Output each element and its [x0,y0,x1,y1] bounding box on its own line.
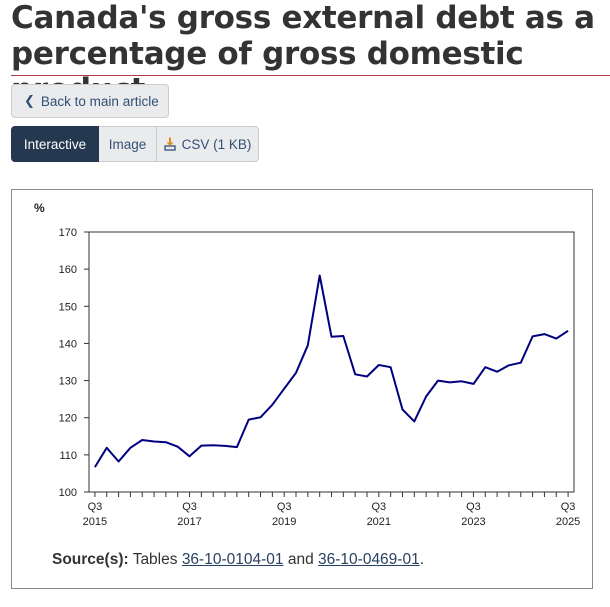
source-connector: and [287,551,314,568]
data-point[interactable] [175,444,181,450]
data-point[interactable] [447,379,453,385]
line-chart: % 100 110 120 130 140 150 160 170 Q3 2015 Q3 2017 Q3 2… [34,201,580,528]
chevron-left-icon: ❮ [24,93,35,108]
data-point[interactable] [222,443,228,449]
y-tick-label: 170 [59,227,77,239]
data-point[interactable] [305,342,311,348]
x-tick-label-quarter: Q3 [88,501,103,513]
x-tick-label-quarter: Q3 [277,501,292,513]
y-tick-label: 150 [59,301,77,313]
source-link-1[interactable]: 36-10-0104-01 [181,551,284,568]
data-point[interactable] [494,369,500,375]
x-tick-label-year: 2021 [367,516,391,528]
x-tick-label-quarter: Q3 [561,501,576,513]
data-point[interactable] [258,414,264,420]
y-tick-label: 130 [59,376,77,388]
data-point[interactable] [435,378,441,384]
x-tick-label-quarter: Q3 [182,501,197,513]
data-point[interactable] [470,381,476,387]
data-point[interactable] [187,453,193,459]
data-point[interactable] [553,336,559,342]
page-title: Canada's gross external debt as a percen… [11,0,595,108]
back-button-label: Back to main article [40,93,159,109]
x-tick-label-quarter: Q3 [371,501,386,513]
x-tick-label-year: 2019 [272,516,296,528]
x-tick-label-year: 2015 [83,516,107,528]
data-point[interactable] [506,362,512,368]
data-point[interactable] [482,364,488,370]
data-point[interactable] [210,442,216,448]
data-point[interactable] [340,333,346,339]
source-note: Source(s): Tables 36-10-0104-01 and 36-1… [52,551,424,569]
source-prefix: Tables [132,551,178,568]
data-point[interactable] [116,459,122,465]
source-label: Source(s): [52,551,129,568]
tab-image[interactable]: Image [99,126,157,162]
data-point[interactable] [518,360,524,366]
x-tick-label-year: 2025 [556,516,580,528]
data-point[interactable] [92,464,98,470]
data-point[interactable] [127,445,133,451]
data-point[interactable] [388,364,394,370]
data-point[interactable] [281,386,287,392]
title-divider [11,75,610,76]
x-tick-label-year: 2023 [461,516,485,528]
tab-csv-label: CSV (1 KB) [181,136,252,152]
data-point[interactable] [139,437,145,443]
y-tick-label: 140 [59,338,77,350]
y-axis-label: % [34,201,45,215]
data-point[interactable] [376,362,382,368]
y-tick-label: 120 [59,413,77,425]
data-point[interactable] [246,417,252,423]
data-point[interactable] [459,378,465,384]
back-button[interactable]: ❮ Back to main article [11,84,169,118]
data-point[interactable] [364,373,370,379]
data-point[interactable] [104,445,110,451]
data-point[interactable] [352,371,358,377]
data-point[interactable] [317,272,323,278]
y-tick-label: 110 [59,450,77,462]
data-point[interactable] [423,394,429,400]
data-point[interactable] [293,370,299,376]
plot-frame [88,231,575,493]
series-line [94,274,569,468]
source-link-2[interactable]: 36-10-0469-01 [318,551,420,568]
y-tick-label: 100 [59,487,77,499]
data-point[interactable] [163,439,169,445]
chart-container: % 100 110 120 130 140 150 160 170 Q3 2015 Q3 2017 Q3 2… [11,189,593,589]
tab-csv[interactable]: CSV (1 KB) [157,126,259,162]
data-point[interactable] [329,334,335,340]
tab-interactive[interactable]: Interactive [11,126,99,162]
data-point[interactable] [151,438,157,444]
source-suffix: . [419,551,425,568]
download-icon [163,137,176,151]
data-point[interactable] [198,443,204,449]
view-tabs: Interactive Image CSV (1 KB) [11,126,259,162]
data-point[interactable] [411,418,417,424]
y-tick-label: 160 [59,264,77,276]
data-point[interactable] [530,333,536,339]
x-tick-label-year: 2017 [177,516,201,528]
data-point[interactable] [269,402,275,408]
data-point[interactable] [541,331,547,337]
data-point[interactable] [399,407,405,413]
data-point[interactable] [565,328,571,334]
data-point[interactable] [234,444,240,450]
tab-image-label: Image [108,136,147,152]
x-tick-label-quarter: Q3 [466,501,481,513]
tab-interactive-label: Interactive [23,136,87,152]
